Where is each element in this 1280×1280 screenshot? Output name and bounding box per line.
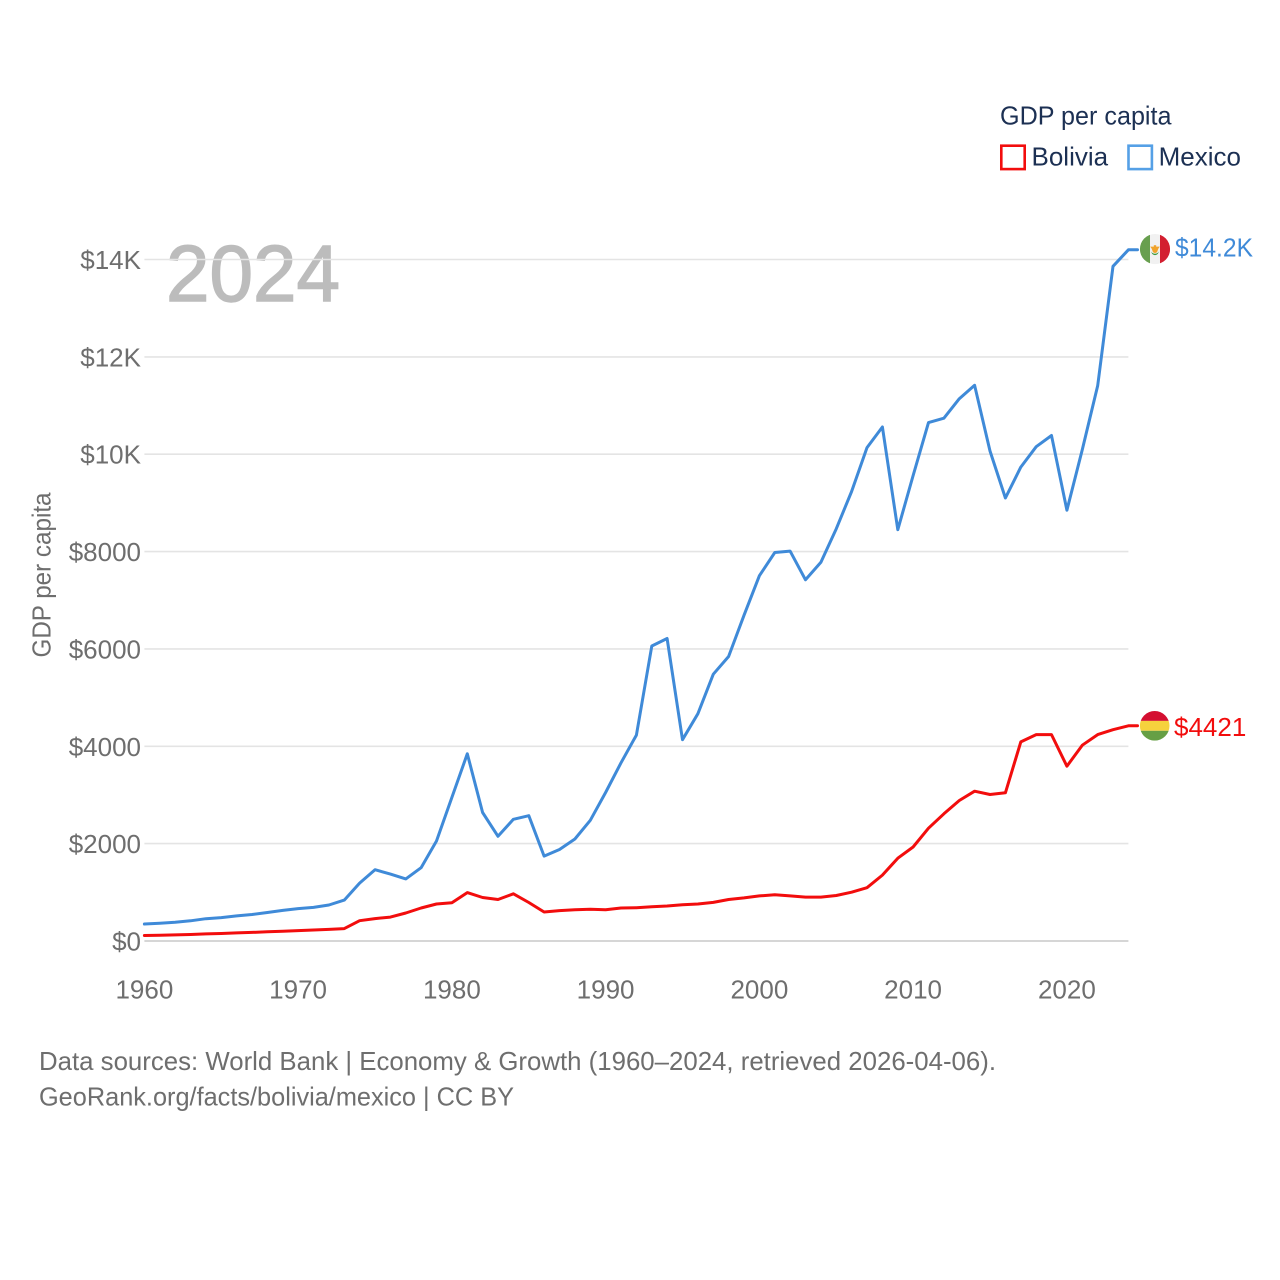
svg-text:Bolivia: Bolivia [1032, 142, 1109, 172]
svg-text:$12K: $12K [80, 342, 141, 372]
svg-text:Mexico: Mexico [1159, 142, 1241, 172]
svg-text:$0: $0 [112, 927, 141, 957]
svg-text:2024: 2024 [166, 229, 340, 318]
svg-text:$10K: $10K [80, 440, 141, 470]
svg-text:$4421: $4421 [1174, 712, 1246, 742]
svg-text:Data sources: World Bank | Eco: Data sources: World Bank | Economy & Gro… [39, 1046, 996, 1076]
svg-text:$4000: $4000 [69, 732, 141, 762]
svg-text:1990: 1990 [577, 975, 635, 1005]
svg-text:$2000: $2000 [69, 829, 141, 859]
svg-text:2010: 2010 [884, 975, 942, 1005]
svg-text:2000: 2000 [730, 975, 788, 1005]
svg-text:$14K: $14K [80, 245, 141, 275]
svg-text:GeoRank.org/facts/bolivia/mexi: GeoRank.org/facts/bolivia/mexico | CC BY [39, 1081, 514, 1111]
svg-text:1970: 1970 [269, 975, 327, 1005]
svg-text:$14.2K: $14.2K [1175, 233, 1254, 263]
svg-text:$8000: $8000 [69, 537, 141, 567]
svg-text:1960: 1960 [115, 975, 173, 1005]
svg-text:GDP per capita: GDP per capita [1000, 101, 1172, 131]
svg-text:$6000: $6000 [69, 634, 141, 664]
svg-text:GDP per capita: GDP per capita [26, 492, 56, 657]
svg-text:2020: 2020 [1038, 975, 1096, 1005]
svg-text:1980: 1980 [423, 975, 481, 1005]
